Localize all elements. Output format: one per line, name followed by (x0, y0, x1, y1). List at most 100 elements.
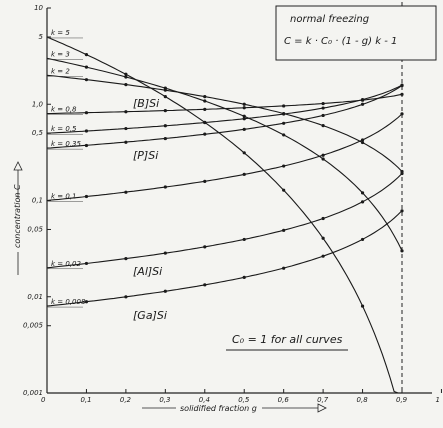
data-point (322, 237, 325, 240)
y-tick-label: 5 (39, 33, 44, 41)
x-tick-label: 0,7 (317, 396, 329, 404)
data-point (282, 229, 285, 232)
data-point (243, 151, 246, 154)
data-point (282, 122, 285, 125)
data-point (124, 127, 127, 130)
data-point (124, 257, 127, 260)
data-point (203, 121, 206, 124)
data-point (282, 104, 285, 107)
k-label: k = 0,8 (51, 106, 77, 114)
data-point (361, 304, 364, 307)
data-point (164, 290, 167, 293)
data-point (243, 103, 246, 106)
k-label: k = 0,35 (51, 140, 82, 148)
data-point (85, 262, 88, 265)
data-point (124, 75, 127, 78)
x-tick-label: 0,6 (278, 396, 290, 404)
data-point (85, 111, 88, 114)
data-point (203, 180, 206, 183)
data-point (124, 83, 127, 86)
data-point (282, 164, 285, 167)
curves (47, 37, 402, 393)
curve-k---0-02 (47, 174, 402, 268)
data-point (164, 137, 167, 140)
data-point (282, 112, 285, 115)
data-point (243, 117, 246, 120)
data-point (203, 133, 206, 136)
data-point (243, 276, 246, 279)
x-tick-label: 0 (41, 396, 46, 404)
data-point (203, 283, 206, 286)
data-point (164, 124, 167, 127)
k-labels: k = 5 k = 3 k = 2 k = 0,8 k = 0,5 k = 0,35 k =… (47, 29, 86, 307)
curve-k---5 (47, 37, 402, 393)
data-point (164, 185, 167, 188)
y-tick-label: 0,001 (23, 389, 43, 397)
y-tick-label: 0,005 (23, 322, 44, 330)
data-point (361, 191, 364, 194)
curves-note: C₀ = 1 for all curves (232, 333, 343, 346)
element-labels: [B]Si [P]Si [Al]Si [Ga]Si (133, 97, 167, 322)
curve-k---0-8 (47, 94, 402, 113)
k-label: k = 0,5 (51, 125, 77, 133)
x-tick-label: 1 (435, 396, 439, 404)
data-point (322, 255, 325, 258)
data-point (322, 106, 325, 109)
formula-box: normal freezing C = k · C₀ · (1 - g) k -… (276, 6, 436, 60)
data-point (203, 95, 206, 98)
curve-k---0-1 (47, 114, 402, 201)
element-label: [B]Si (133, 97, 159, 110)
data-point (243, 106, 246, 109)
data-point (361, 138, 364, 141)
x-tick-label: 0,4 (199, 396, 210, 404)
curve-k---0-008 (47, 211, 402, 307)
y-tick-label: 0,5 (32, 129, 44, 137)
y-tick-label: 0,05 (27, 225, 43, 233)
k-label: k = 3 (51, 50, 70, 58)
data-point (124, 295, 127, 298)
y-tick-label: 10 (34, 4, 43, 12)
data-point (322, 154, 325, 157)
data-point (203, 245, 206, 248)
x-tick-label: 0,5 (238, 396, 250, 404)
y-tick-label: 0,1 (32, 197, 43, 205)
data-point (361, 98, 364, 101)
k-label: k = 0,008 (51, 298, 86, 306)
data-point (124, 141, 127, 144)
data-point (124, 110, 127, 113)
k-label: k = 5 (51, 29, 70, 37)
k-label: k = 2 (51, 67, 70, 75)
data-point (322, 114, 325, 117)
data-point (85, 144, 88, 147)
data-point (203, 99, 206, 102)
data-point (361, 103, 364, 106)
x-tick-label: 0,1 (80, 396, 91, 404)
data-point (164, 89, 167, 92)
data-point (322, 124, 325, 127)
data-point (322, 102, 325, 105)
y-axis-label: concentration C (13, 184, 22, 248)
data-point (203, 108, 206, 111)
x-tick-label: 0,3 (159, 396, 170, 404)
box-formula: C = k · C₀ · (1 - g) k - 1 (284, 36, 397, 47)
data-point (282, 267, 285, 270)
box-title: normal freezing (290, 14, 369, 25)
data-point (124, 73, 127, 76)
x-tick-label: 0,9 (396, 396, 408, 404)
data-point (361, 238, 364, 241)
data-point (164, 252, 167, 255)
y-tick-label: 1,0 (32, 100, 44, 108)
data-point (85, 129, 88, 132)
k-label: k = 0,02 (51, 260, 82, 268)
data-point (85, 66, 88, 69)
y-tick-label: 0,01 (27, 293, 43, 301)
data-point (282, 133, 285, 136)
data-point (164, 95, 167, 98)
k-label: k = 0,1 (51, 193, 77, 201)
x-tick-label: 0,8 (357, 396, 369, 404)
data-point (124, 191, 127, 194)
data-point (85, 195, 88, 198)
curve-k---0-35 (47, 86, 402, 149)
data-point (243, 128, 246, 131)
